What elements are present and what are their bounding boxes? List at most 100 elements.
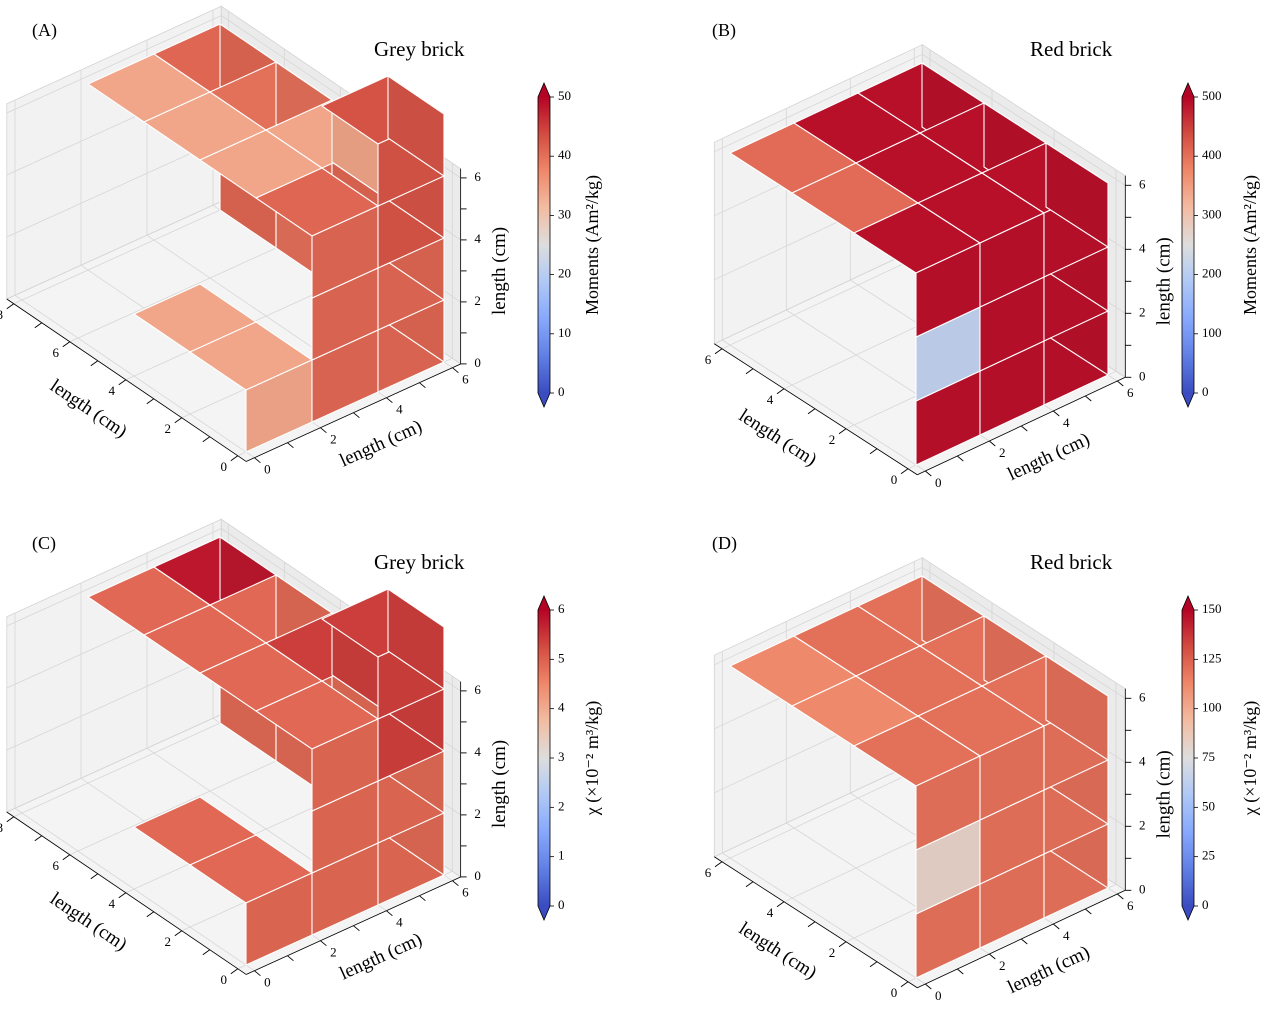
- colorbar-tick-label: 100: [1202, 325, 1222, 340]
- x-tick-label: 2: [165, 421, 172, 436]
- tick-mark: [1117, 380, 1124, 387]
- colorbar: 0 10 20 30 40 50 Moments (Am²/kg): [537, 81, 603, 409]
- chart-title: Grey brick: [374, 37, 465, 61]
- gridline: [14, 294, 255, 459]
- colorbar-extend-max: [538, 596, 550, 610]
- tick-mark: [320, 940, 327, 947]
- tick-mark: [925, 983, 932, 990]
- chart-title: Grey brick: [374, 550, 465, 574]
- tick-mark: [287, 955, 294, 962]
- tick-mark: [34, 322, 43, 329]
- y-tick-label: 6: [1127, 898, 1134, 913]
- tick-mark: [1021, 425, 1028, 432]
- x-tick-label: 2: [165, 934, 172, 949]
- z-tick-label: 4: [474, 231, 481, 246]
- x-tick-label: 4: [767, 392, 774, 407]
- voxel-face-right: [387, 588, 445, 690]
- colorbar-tick-label: 50: [558, 88, 571, 103]
- gridline: [13, 205, 229, 305]
- colorbar-gradient: [1182, 97, 1194, 393]
- tick-mark: [146, 911, 155, 918]
- z-tick-label: 0: [1139, 881, 1146, 896]
- colorbar: 0 25 50 75 100 125 150 χ (×10⁻² m³/kg): [1181, 594, 1261, 922]
- colorbar-tick-label: 5: [558, 650, 565, 665]
- y-tick-label: 0: [264, 975, 271, 990]
- tick-mark: [353, 412, 360, 419]
- colorbar-tick-label: 125: [1202, 650, 1222, 665]
- tick-mark: [34, 835, 43, 842]
- z-tick-label: 2: [474, 806, 481, 821]
- panel-b: 0 2 4 6 0 2 4 6 0 2 4 6 length (cm) length (cm) length…: [680, 0, 1270, 509]
- tick-mark: [869, 961, 878, 968]
- x-tick-label: 8: [0, 820, 3, 835]
- x-tick-label: 0: [221, 972, 228, 987]
- tick-mark: [776, 388, 785, 395]
- colorbar-tick-label: 1: [558, 848, 565, 863]
- z-tick-label: 2: [1139, 304, 1146, 319]
- y-axis-title: length (cm): [336, 929, 425, 985]
- tick-mark: [1085, 395, 1092, 402]
- panel-label: (C): [32, 533, 56, 553]
- gridline: [721, 250, 931, 350]
- voxel-plot-a: 0246802460246length (cm)length (cm)lengt…: [0, 5, 603, 477]
- x-tick-label: 6: [53, 345, 60, 360]
- colorbar-tick-label: 0: [1202, 384, 1209, 399]
- x-axis-line: [6, 811, 247, 975]
- gridline: [714, 758, 923, 858]
- gridline: [6, 528, 222, 627]
- panel-d: 0 2 4 6 0 2 4 6 0 2 4 6 length (cm) length (cm) length…: [680, 513, 1270, 1022]
- colorbar-tick-label: 500: [1202, 88, 1222, 103]
- y-tick-label: 2: [330, 432, 337, 447]
- y-tick-label: 4: [1063, 415, 1070, 430]
- y-tick-label: 6: [462, 372, 469, 387]
- z-tick-label: 4: [1139, 240, 1146, 255]
- tick-mark: [254, 970, 261, 977]
- y-tick-label: 0: [935, 475, 942, 490]
- y-axis-title: length (cm): [1004, 942, 1093, 998]
- z-tick-label: 2: [474, 293, 481, 308]
- gridline: [714, 245, 923, 345]
- gridline: [69, 243, 285, 343]
- colorbar-tick-label: 6: [558, 601, 565, 616]
- gridline: [922, 566, 1126, 699]
- tick-mark: [419, 895, 426, 902]
- tick-mark: [174, 930, 183, 937]
- colorbar-extend-max: [1182, 596, 1194, 610]
- voxels: [729, 62, 1109, 466]
- z-tick-label: 0: [1139, 368, 1146, 383]
- y-tick-label: 2: [999, 445, 1006, 460]
- panel-c: 0246802460246length (cm)length (cm)lengt…: [0, 513, 635, 1022]
- colorbar-extend-max: [1182, 83, 1194, 97]
- z-axis-title: length (cm): [1154, 750, 1175, 838]
- tick-mark: [957, 455, 964, 462]
- x-tick-label: 2: [829, 945, 836, 960]
- colorbar: 0 100 200 300 400 500 Moments (Am²/kg): [1181, 81, 1261, 409]
- tick-mark: [174, 417, 183, 424]
- colorbar-tick-label: 50: [1202, 798, 1215, 813]
- panel-a: 0246802460246length (cm)length (cm)lengt…: [0, 0, 635, 509]
- x-axis-title: length (cm): [46, 888, 131, 955]
- voxels: [87, 23, 445, 453]
- tick-mark: [287, 442, 294, 449]
- z-tick-label: 6: [474, 682, 481, 697]
- colorbar-gradient: [538, 610, 550, 906]
- tick-mark: [230, 455, 239, 462]
- tick-mark: [714, 348, 723, 355]
- colorbar-label: χ (×10⁻² m³/kg): [582, 701, 603, 816]
- tick-mark: [957, 968, 964, 975]
- colorbar-extend-min: [538, 393, 550, 407]
- tick-mark: [146, 398, 155, 405]
- gridline: [6, 714, 222, 813]
- voxels: [729, 575, 1109, 979]
- colorbar-extend-min: [1182, 393, 1194, 407]
- x-axis-title: length (cm): [735, 918, 820, 983]
- colorbar-tick-label: 100: [1202, 700, 1222, 715]
- gridline: [721, 763, 931, 863]
- y-tick-label: 0: [935, 988, 942, 1003]
- tick-mark: [807, 921, 816, 928]
- tick-mark: [838, 428, 847, 435]
- x-tick-label: 8: [0, 307, 3, 322]
- colorbar-tick-label: 400: [1202, 147, 1222, 162]
- z-tick-label: 0: [474, 355, 481, 370]
